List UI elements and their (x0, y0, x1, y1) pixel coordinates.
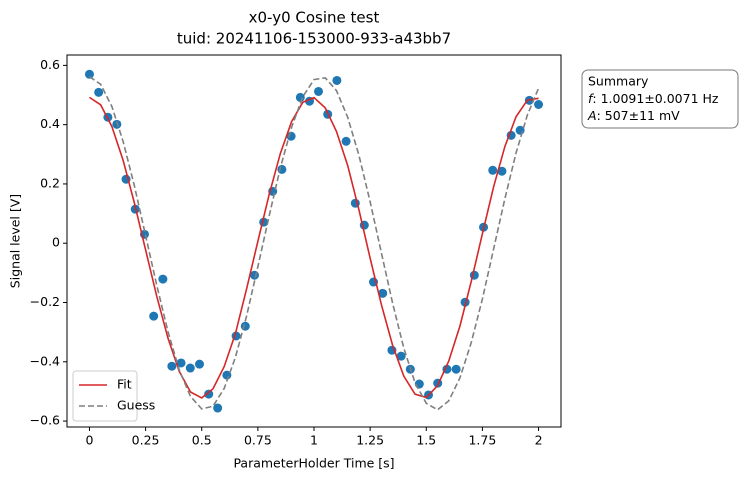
y-tick-label: −0.6 (30, 413, 60, 428)
y-axis-label: Signal level [V] (8, 194, 23, 288)
x-tick-label: 0 (85, 433, 93, 448)
summary-value: : 507±11 mV (597, 108, 681, 123)
data-point (222, 370, 232, 380)
data-point (158, 274, 168, 284)
summary-title: Summary (588, 74, 649, 89)
data-point (176, 358, 186, 368)
summary-line: f: 1.0091±0.0071 Hz (588, 91, 719, 106)
data-point (84, 69, 94, 79)
data-point (194, 359, 204, 369)
line-series (89, 96, 539, 399)
data-point (313, 86, 323, 96)
legend-box (72, 370, 138, 422)
x-tick-label: 1.25 (356, 433, 384, 448)
legend-label: Guess (117, 398, 155, 413)
line-series (88, 75, 540, 411)
legend-label: Fit (117, 377, 132, 392)
y-tick-label: 0.4 (40, 116, 60, 131)
data-point (277, 164, 287, 174)
plot-frame (66, 54, 562, 428)
x-tick-label: 1.75 (468, 433, 496, 448)
data-point (213, 403, 223, 413)
x-tick-label: 0.5 (192, 433, 212, 448)
data-point (94, 87, 104, 97)
data-point (488, 165, 498, 175)
data-point (295, 92, 305, 102)
y-tick-label: −0.2 (30, 294, 60, 309)
data-point (378, 288, 388, 298)
data-point (451, 364, 461, 374)
data-point (167, 361, 177, 371)
data-point (332, 75, 342, 85)
data-point (497, 166, 507, 176)
data-point (240, 321, 250, 331)
x-tick-label: 2 (535, 433, 543, 448)
data-point (534, 100, 544, 110)
data-point (149, 311, 159, 321)
y-tick-label: −0.4 (30, 353, 60, 368)
summary-box (581, 69, 739, 129)
summary-value: : 1.0091±0.0071 Hz (592, 91, 719, 106)
x-tick-label: 0.75 (244, 433, 272, 448)
y-tick-label: 0.2 (40, 175, 60, 190)
data-point (341, 136, 351, 146)
x-tick-label: 1 (310, 433, 318, 448)
data-point (286, 131, 296, 141)
data-point (185, 363, 195, 373)
x-axis-label: ParameterHolder Time [s] (233, 456, 394, 471)
summary-symbol: f (588, 91, 594, 106)
y-tick-label: 0.6 (40, 57, 60, 72)
summary-symbol: A (587, 108, 597, 123)
y-tick-label: 0 (52, 235, 60, 250)
data-point (396, 351, 406, 361)
x-tick-label: 0.25 (132, 433, 160, 448)
x-tick-label: 1.5 (416, 433, 436, 448)
data-point (204, 389, 214, 399)
chart-title: x0-y0 Cosine test (249, 9, 380, 27)
summary-line: A: 507±11 mV (587, 108, 680, 123)
chart-subtitle: tuid: 20241106-153000-933-a43bb7 (177, 30, 451, 48)
